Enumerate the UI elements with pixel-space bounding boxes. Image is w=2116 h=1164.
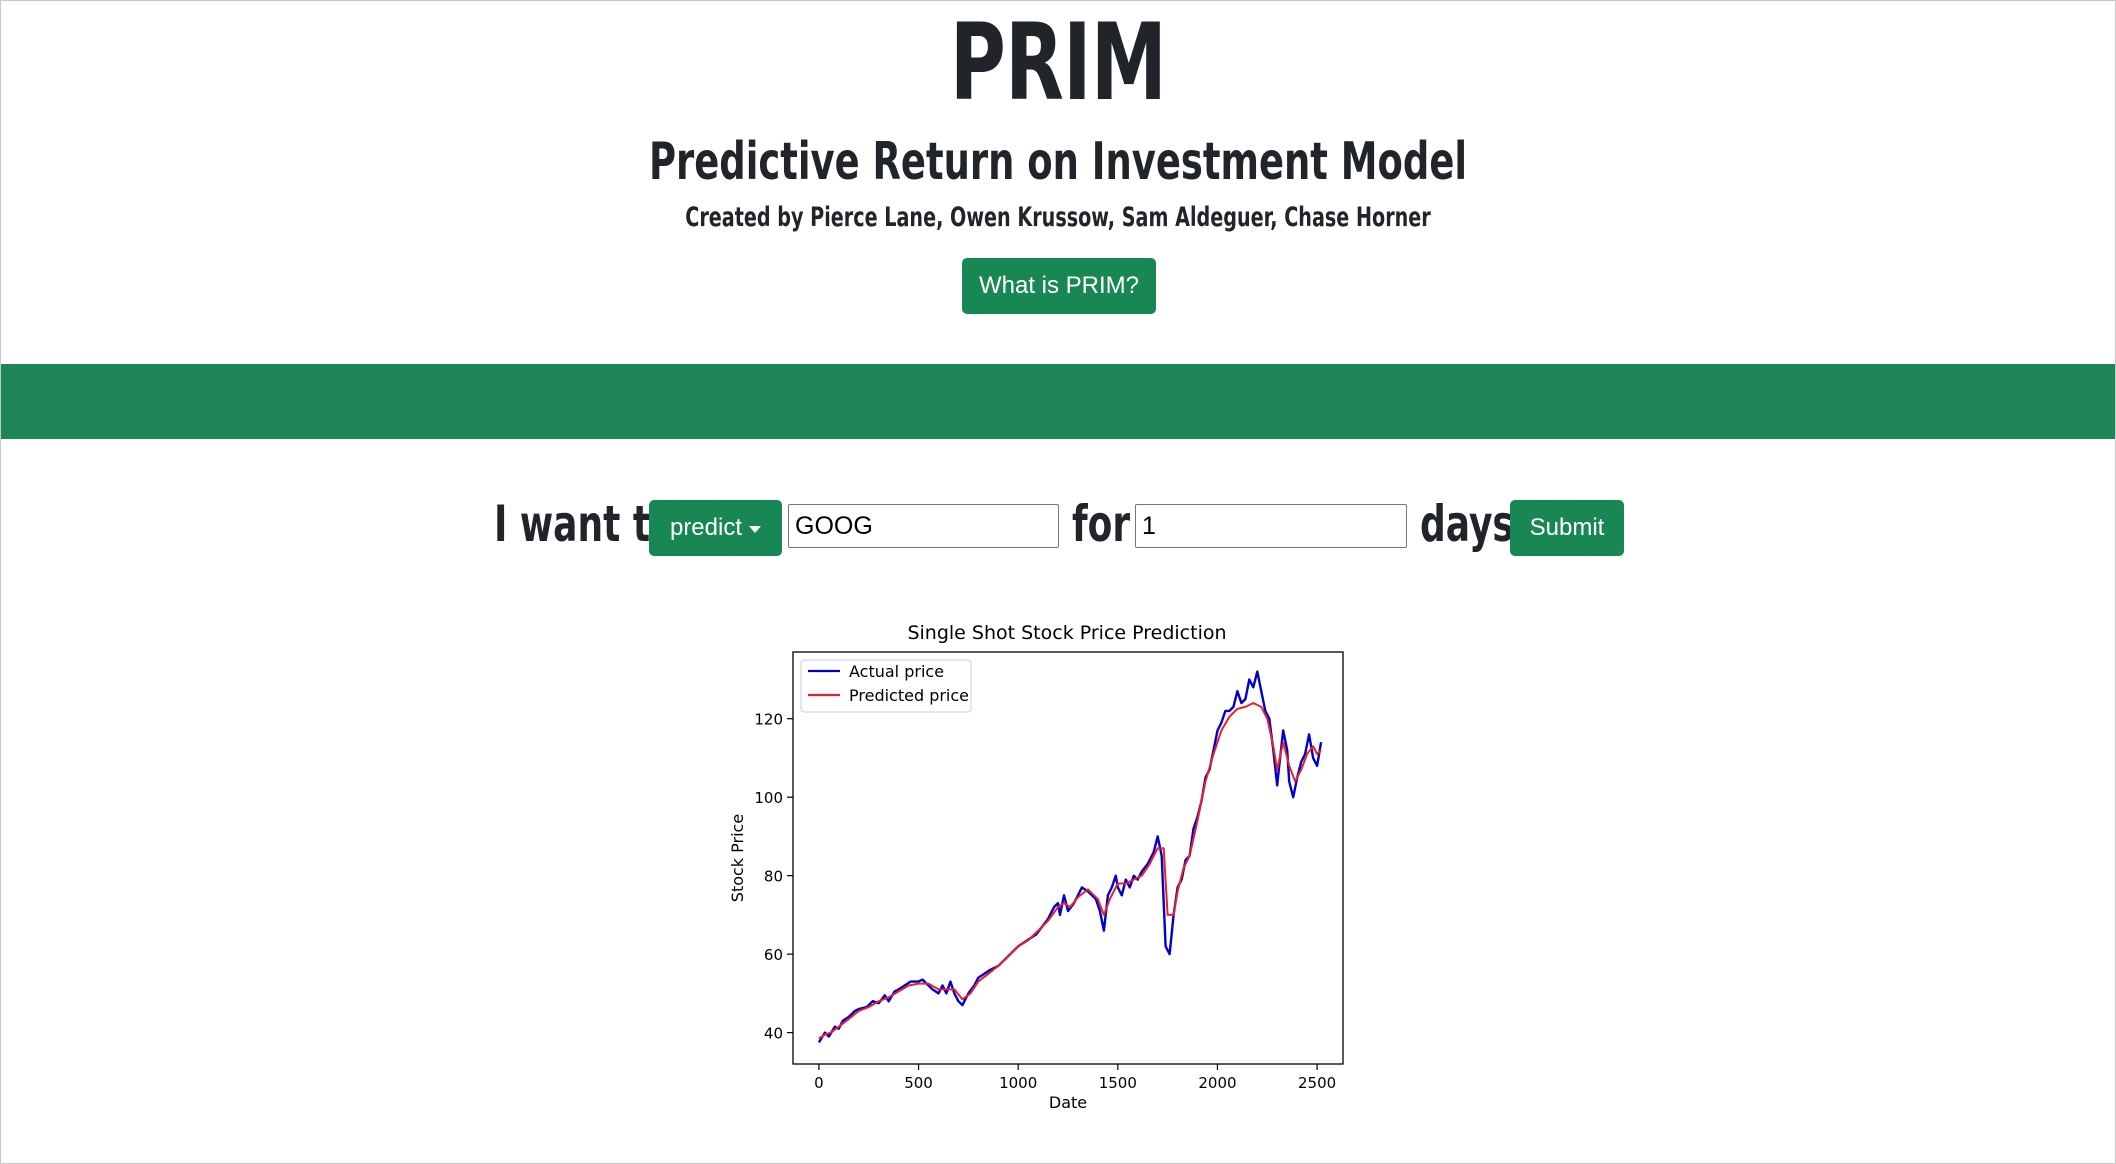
x-tick-label: 1000 xyxy=(999,1074,1037,1092)
green-divider-band xyxy=(1,364,2115,439)
what-is-prim-button[interactable]: What is PRIM? xyxy=(962,258,1156,314)
ticker-input[interactable] xyxy=(788,504,1059,548)
series-lines xyxy=(817,670,1323,1044)
y-tick-label: 100 xyxy=(754,789,783,807)
chevron-down-icon xyxy=(749,525,762,533)
chart-title: Single Shot Stock Price Prediction xyxy=(907,622,1226,644)
legend-label-actual: Actual price xyxy=(849,662,944,681)
credits-line: Created by Pierce Lane, Owen Krussow, Sa… xyxy=(685,202,1431,233)
y-axis-ticks: 40 60 80 100 120 xyxy=(754,711,793,1043)
x-tick-label: 0 xyxy=(814,1074,824,1092)
x-tick-label: 2000 xyxy=(1198,1074,1236,1092)
y-axis-label: Stock Price xyxy=(728,814,747,902)
action-dropdown[interactable]: predict xyxy=(649,500,782,556)
legend-label-predicted: Predicted price xyxy=(849,686,969,705)
y-tick-label: 40 xyxy=(764,1025,783,1043)
page-title: PRIM xyxy=(949,1,1167,124)
x-axis-ticks: 0 500 1000 1500 2000 2500 xyxy=(814,1064,1336,1092)
y-tick-label: 80 xyxy=(764,868,783,886)
predicted-price-line xyxy=(818,702,1322,1040)
prediction-chart: Single Shot Stock Price Prediction 40 60 8… xyxy=(728,622,1344,1112)
y-tick-label: 60 xyxy=(764,946,783,964)
chart-legend: Actual price Predicted price xyxy=(800,659,972,713)
y-tick-label: 120 xyxy=(754,711,783,729)
form-suffix-label: days xyxy=(1420,495,1514,553)
days-input[interactable] xyxy=(1135,504,1407,548)
x-axis-label: Date xyxy=(1049,1093,1087,1112)
legend-box xyxy=(800,659,972,713)
x-tick-label: 1500 xyxy=(1099,1074,1137,1092)
actual-price-line xyxy=(817,670,1323,1044)
form-connector-label: for xyxy=(1072,495,1131,553)
action-dropdown-value: predict xyxy=(669,514,743,541)
page-subtitle: Predictive Return on Investment Model xyxy=(648,132,1468,192)
x-tick-label: 2500 xyxy=(1298,1074,1336,1092)
x-tick-label: 500 xyxy=(904,1074,933,1092)
form-prefix-label: I want to xyxy=(494,495,675,553)
submit-button[interactable]: Submit xyxy=(1510,500,1624,556)
